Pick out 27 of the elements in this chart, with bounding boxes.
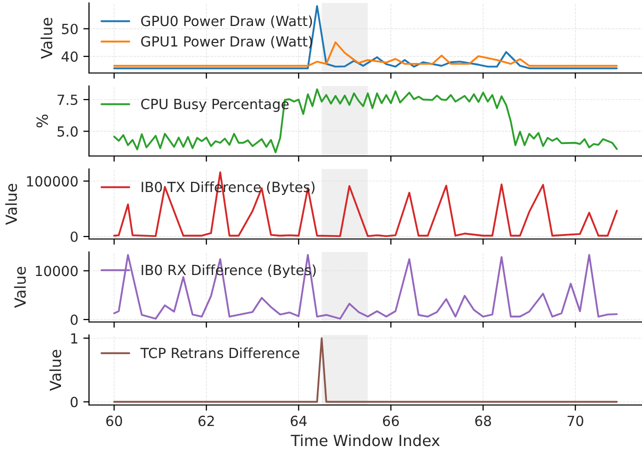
y-tick-label: 0 <box>70 396 78 408</box>
y-tick-label: 0 <box>70 231 78 242</box>
y-tick-label: 40 <box>62 51 78 62</box>
x-tick-label: 68 <box>475 416 491 426</box>
y-tick-label: 50 <box>62 24 78 34</box>
x-axis-title: Time Window Index <box>290 434 440 446</box>
line-series <box>113 171 618 237</box>
x-tick-label: 62 <box>198 416 214 426</box>
y-tick-label: 0 <box>70 314 78 325</box>
x-tick-label: 64 <box>290 416 307 426</box>
legend-label: GPU0 Power Draw (Watt) <box>141 16 312 28</box>
x-tick-label: 66 <box>383 416 399 426</box>
y-tick-label: 10000 <box>36 266 78 276</box>
x-tick-label: 60 <box>106 416 122 426</box>
y-axis-title: Value <box>40 18 52 59</box>
y-axis-title: Value <box>49 350 62 391</box>
x-tick-label: 70 <box>568 416 584 426</box>
legend-label: TCP Retrans Difference <box>140 348 300 358</box>
y-tick-label: 1 <box>71 333 78 344</box>
y-axis-title: Value <box>5 184 18 225</box>
y-tick-label: 7.5 <box>58 94 78 106</box>
y-tick-label: 5.0 <box>58 126 78 137</box>
line-series <box>113 5 618 70</box>
y-axis-title: % <box>36 114 48 128</box>
y-tick-label: 100000 <box>27 176 78 187</box>
y-axis-title: Value <box>14 266 26 308</box>
line-series <box>113 88 618 154</box>
